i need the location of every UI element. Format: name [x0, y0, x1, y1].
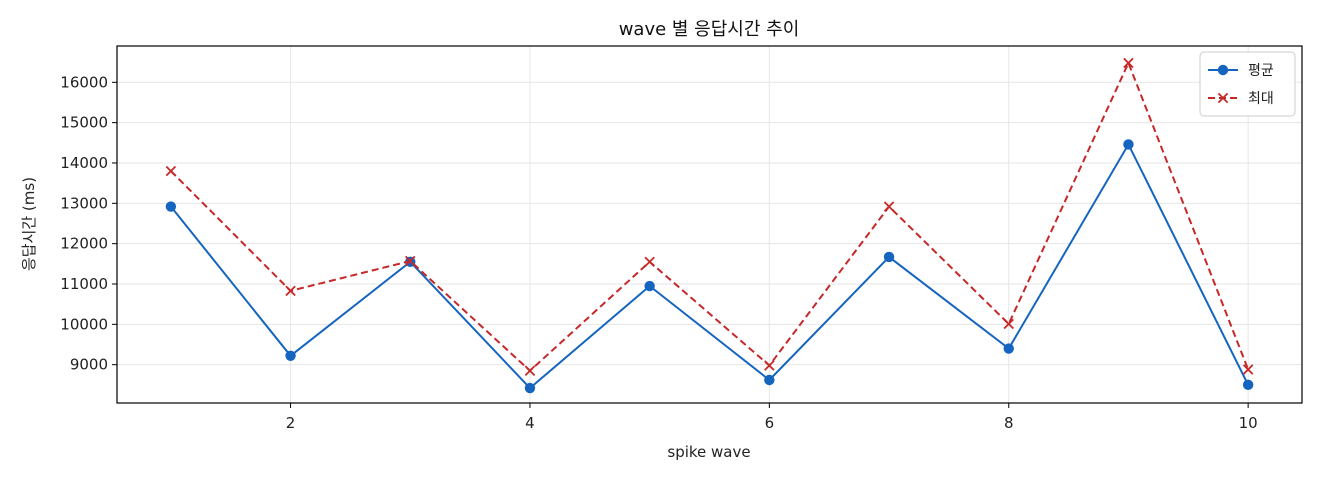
y-tick-label: 11000 [60, 275, 108, 293]
y-axis-title: 응답시간 (ms) [20, 177, 38, 271]
legend-marker [1217, 92, 1229, 104]
series-line-1 [170, 60, 1250, 373]
plot-frame [116, 45, 1303, 404]
y-tick-label: 13000 [60, 194, 108, 212]
x-tick-label: 2 [286, 414, 296, 432]
y-tick-label: 14000 [60, 154, 108, 172]
data-point [764, 374, 775, 386]
data-point [165, 165, 177, 177]
data-point [524, 365, 536, 376]
data-point [285, 285, 296, 297]
data-point [1242, 379, 1254, 391]
y-tick-label: 10000 [60, 315, 108, 333]
data-point [165, 201, 177, 212]
legend-marker [1217, 64, 1229, 76]
data-point [1123, 57, 1134, 69]
chart-title: wave 별 응답시간 추이 [619, 19, 800, 40]
x-axis-title: spike wave [667, 443, 750, 461]
data-point [285, 350, 296, 362]
x-tick-label: 10 [1239, 414, 1258, 432]
legend-label: 평균 [1248, 63, 1274, 79]
data-point [405, 255, 416, 267]
data-point [883, 251, 895, 263]
series-lines [165, 57, 1254, 394]
legend-label: 최대 [1248, 91, 1274, 107]
data-point [764, 360, 775, 371]
y-tick-label: 16000 [60, 73, 108, 91]
data-point [644, 256, 655, 268]
data-point [1123, 139, 1134, 150]
x-tick-label: 8 [1004, 414, 1014, 432]
x-tick-label: 6 [765, 414, 775, 432]
y-tick-label: 9000 [70, 356, 108, 374]
data-point [1242, 364, 1254, 375]
series-line-0 [170, 142, 1250, 390]
grid [117, 46, 1302, 403]
data-point [1003, 343, 1014, 354]
axis-ticks: 2 4 6 8 10 9000 10000 11000 12000 13000 14000 15000… [60, 73, 1257, 432]
x-tick-label: 4 [525, 414, 535, 432]
data-point [524, 382, 536, 394]
data-point [1003, 318, 1014, 330]
y-tick-label: 15000 [60, 114, 108, 132]
y-tick-label: 12000 [60, 235, 108, 253]
data-point [883, 201, 895, 212]
data-point [644, 280, 655, 292]
